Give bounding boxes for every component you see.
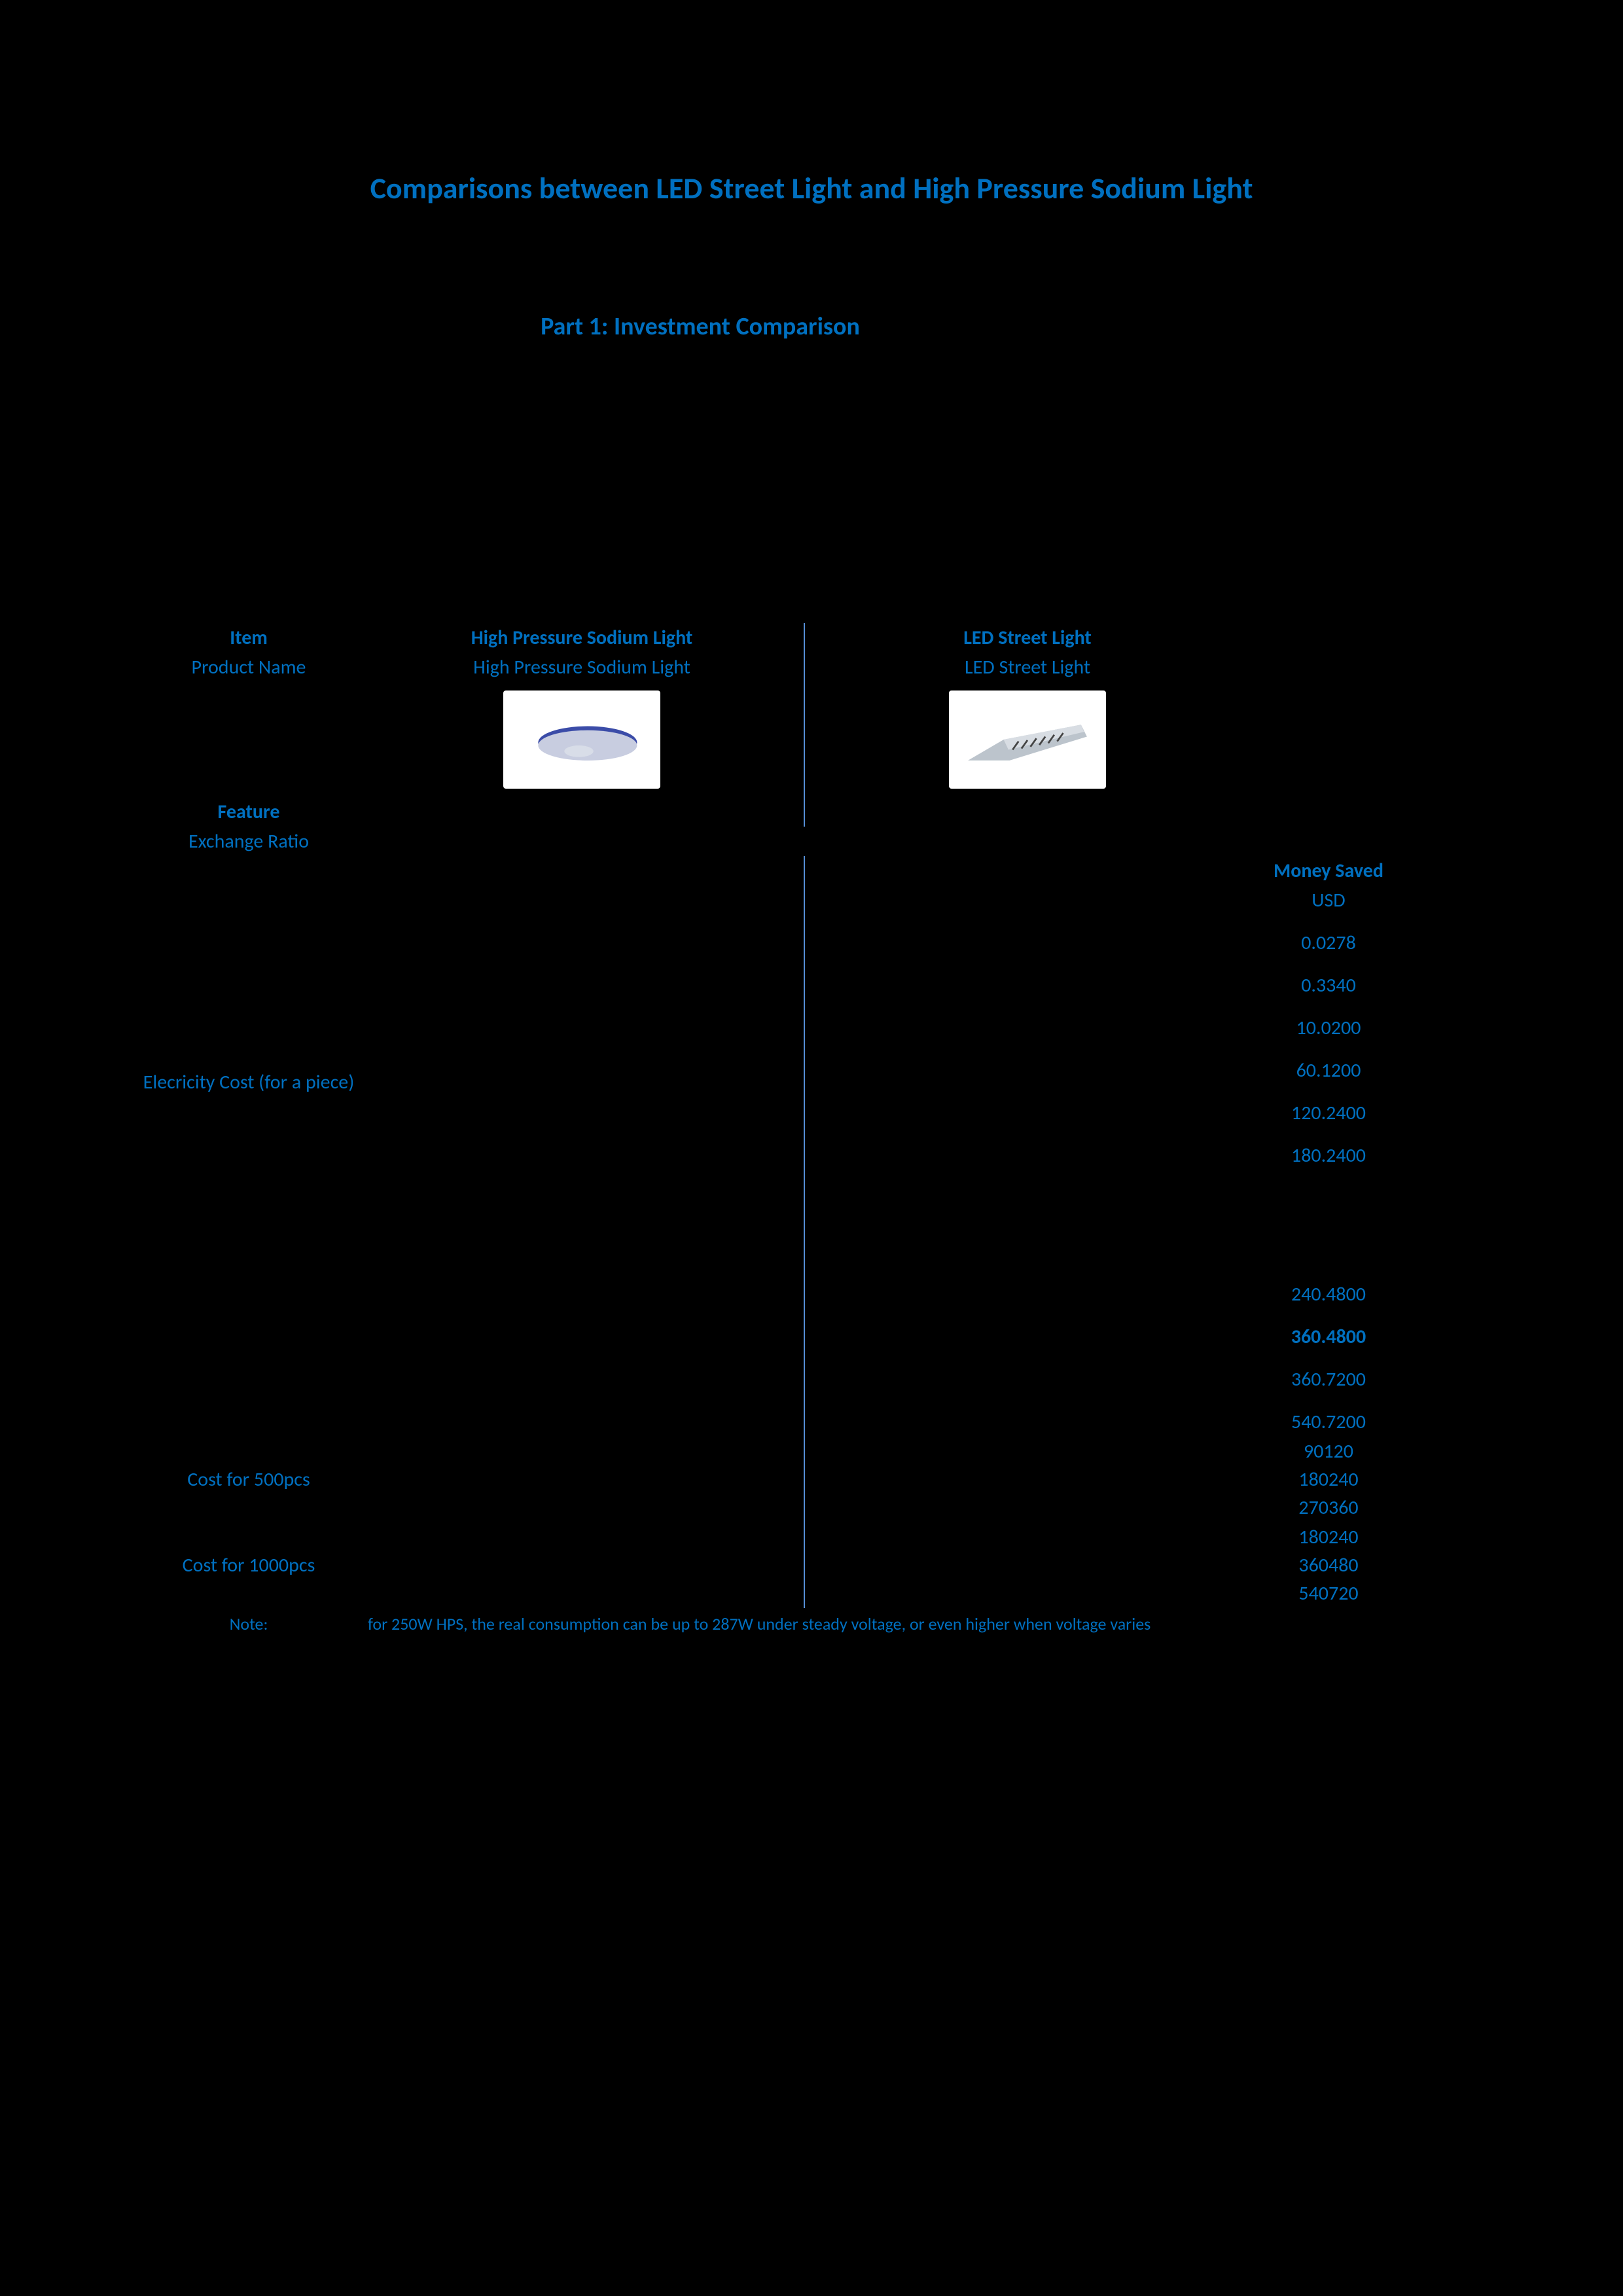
- saved-value: 60.1200: [1255, 1058, 1402, 1083]
- saved-value: 180240: [1255, 1467, 1402, 1492]
- page-title: Comparisons between LED Street Light and…: [105, 170, 1518, 207]
- saved-value: 10.0200: [1255, 1016, 1402, 1040]
- row-label-product: Product Name: [137, 653, 360, 682]
- saved-value: 90120: [1255, 1439, 1402, 1463]
- hps-image: [503, 691, 660, 789]
- saved-value: 120.2400: [1255, 1101, 1402, 1125]
- comparison-table: Item High Pressure Sodium Light LED Stre…: [137, 623, 1486, 1634]
- saved-value: 270360: [1255, 1496, 1402, 1520]
- saved-value: 540720: [1255, 1581, 1402, 1605]
- row-label-cost500: Cost for 500pcs: [137, 1437, 360, 1522]
- saved-value: 180240: [1255, 1525, 1402, 1549]
- row-label-electricity: Elecricity Cost (for a piece): [137, 886, 360, 1278]
- led-image: [949, 691, 1106, 789]
- section-subtitle: Part 1: Investment Comparison: [0, 312, 1518, 342]
- saved-value: 540.7200: [1255, 1410, 1402, 1434]
- saved-value: 360.4800: [1255, 1325, 1402, 1349]
- saved-value: 0.0278: [1255, 931, 1402, 955]
- saved-value: 180.2400: [1255, 1143, 1402, 1168]
- note-label: Note:: [137, 1613, 360, 1634]
- saved-value: 240.4800: [1255, 1282, 1402, 1306]
- cell-product-led: LED Street Light: [805, 653, 1250, 682]
- row-label-exchange: Exchange Ratio: [137, 827, 360, 856]
- note-text: for 250W HPS, the real consumption can b…: [360, 1613, 1486, 1634]
- saved-value: 360.7200: [1255, 1367, 1402, 1391]
- saved-value: 360480: [1255, 1553, 1402, 1577]
- header-money-saved: Money Saved: [1250, 856, 1407, 886]
- header-hps: High Pressure Sodium Light: [360, 623, 805, 653]
- row-label-feature: Feature: [137, 797, 360, 827]
- cell-product-hps: High Pressure Sodium Light: [360, 653, 805, 682]
- header-item: Item: [137, 623, 360, 653]
- saved-value: 0.3340: [1255, 973, 1402, 997]
- header-led: LED Street Light: [805, 623, 1250, 653]
- row-label-cost1000: Cost for 1000pcs: [137, 1522, 360, 1608]
- saved-value: USD: [1255, 888, 1402, 912]
